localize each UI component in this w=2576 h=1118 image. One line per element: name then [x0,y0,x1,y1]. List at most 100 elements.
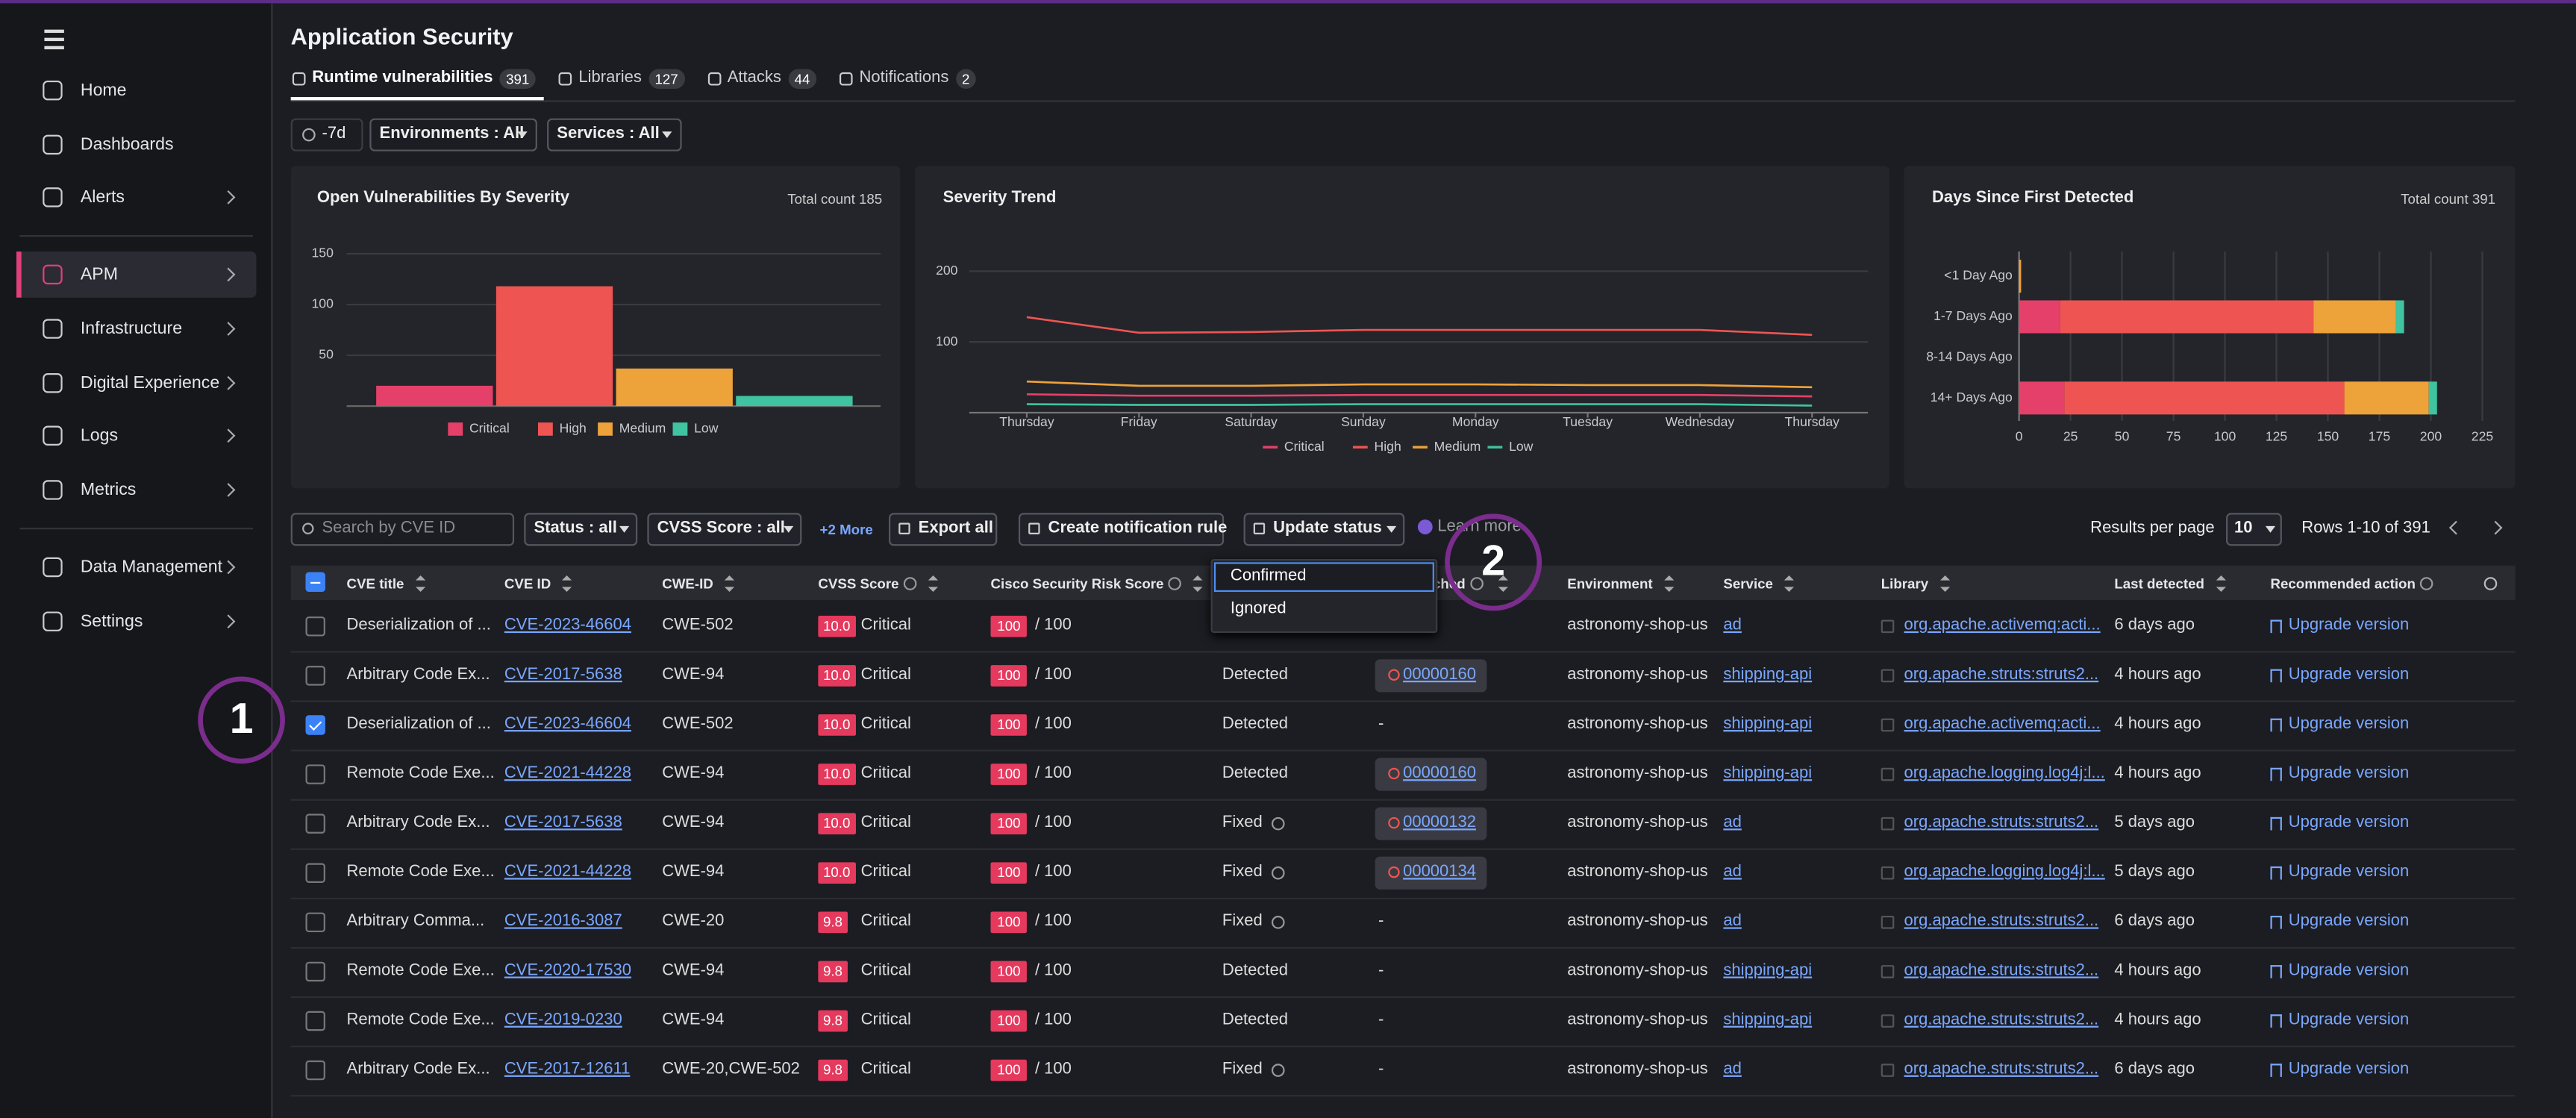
last-detected: 6 days ago [2114,912,2195,931]
library[interactable]: org.apache.logging.log4j:l... [1904,863,2105,881]
cve-id[interactable]: CVE-2023-46604 [504,715,631,734]
nav-item[interactable]: Settings [80,611,143,631]
nav-item[interactable]: APM [80,264,118,285]
service[interactable]: ad [1723,863,1742,881]
filter[interactable] [290,118,363,152]
row-checkbox[interactable] [305,863,325,883]
row-checkbox[interactable] [305,616,325,637]
tab[interactable]: Libraries [578,69,642,87]
recommended-action[interactable]: Upgrade version [2288,616,2410,635]
library-icon [1881,669,1895,683]
filter-button[interactable] [524,513,638,546]
attack[interactable]: 00000160 [1403,764,1477,783]
cve-id[interactable]: CVE-2020-17530 [504,961,631,980]
recommended-action[interactable]: Upgrade version [2288,863,2410,881]
action-button[interactable] [1243,513,1405,546]
recommended-action[interactable]: Upgrade version [2288,813,2410,832]
tab[interactable]: Attacks [727,69,781,87]
menu-icon[interactable] [44,29,64,33]
attack[interactable]: 00000134 [1403,863,1477,881]
dropdown-option-focus[interactable] [1213,562,1434,593]
service[interactable]: shipping-api [1723,961,1813,980]
library[interactable]: org.apache.activemq:acti... [1904,616,2101,635]
tab[interactable]: Notifications [859,69,949,87]
service[interactable]: ad [1723,912,1742,931]
action-button[interactable] [1018,513,1225,546]
row-checkbox[interactable] [305,764,325,784]
nav-item[interactable]: Logs [80,425,119,446]
nav-item[interactable]: Digital Experience [80,373,220,393]
dropdown-option[interactable]: Ignored [1230,600,1287,619]
service[interactable]: shipping-api [1723,764,1813,783]
tab[interactable]: Runtime vulnerabilities [312,69,493,87]
nav-item[interactable]: Alerts [80,187,125,207]
cwe-id: CWE-20,CWE-502 [662,1060,800,1079]
cve-id[interactable]: CVE-2019-0230 [504,1011,622,1030]
sort-icon [928,575,939,581]
nav-item[interactable]: Data Management [80,557,223,578]
y-tick-label: 8-14 Days Ago [1926,349,2013,364]
row-checkbox[interactable] [305,813,325,834]
filter-button[interactable] [647,513,802,546]
button-label: Create notification rule [1048,519,1228,538]
environment: astronomy-shop-us [1567,961,1708,980]
nav-item[interactable]: Infrastructure [80,319,183,339]
recommended-action[interactable]: Upgrade version [2288,961,2410,980]
recommended-action[interactable]: Upgrade version [2288,1011,2410,1030]
recommended-action[interactable]: Upgrade version [2288,715,2410,734]
library[interactable]: org.apache.activemq:acti... [1904,715,2101,734]
cve-id[interactable]: CVE-2016-3087 [504,912,622,931]
cve-id[interactable]: CVE-2021-44228 [504,764,631,783]
library[interactable]: org.apache.struts:struts2... [1904,813,2099,832]
cve-title: Arbitrary Code Ex... [346,813,490,832]
cve-id[interactable]: CVE-2017-5638 [504,666,622,684]
library[interactable]: org.apache.struts:struts2... [1904,912,2099,931]
library[interactable]: org.apache.logging.log4j:l... [1904,764,2105,783]
filter[interactable] [369,118,537,152]
service[interactable]: ad [1723,616,1742,635]
row-checkbox[interactable] [305,961,325,982]
library[interactable]: org.apache.struts:struts2... [1904,666,2099,684]
search-input[interactable] [290,513,515,546]
service[interactable]: shipping-api [1723,715,1813,734]
cve-title: Deserialization of ... [346,616,491,635]
row-checkbox[interactable] [305,1011,325,1031]
recommended-action[interactable]: Upgrade version [2288,666,2410,684]
library[interactable]: org.apache.struts:struts2... [1904,1011,2099,1030]
risk-max: / 100 [1034,813,1072,832]
nav-item[interactable]: Home [80,80,127,101]
settings-icon[interactable] [2483,577,2498,590]
cve-id[interactable]: CVE-2021-44228 [504,863,631,881]
attack[interactable]: 00000132 [1403,813,1477,832]
recommended-action[interactable]: Upgrade version [2288,912,2410,931]
filter[interactable] [547,118,682,152]
attack[interactable]: 00000160 [1403,666,1477,684]
chart-title: Open Vulnerabilities By Severity [316,189,569,207]
recommended-action[interactable]: Upgrade version [2288,1060,2410,1079]
nav-item[interactable]: Metrics [80,480,137,500]
environment: astronomy-shop-us [1567,764,1708,783]
menu-icon[interactable] [44,46,64,49]
more-filters[interactable]: +2 More [819,521,873,538]
service[interactable]: ad [1723,1060,1742,1079]
sort-icon [415,575,426,581]
nav-item[interactable]: Dashboards [80,134,174,155]
service[interactable]: shipping-api [1723,666,1813,684]
service[interactable]: ad [1723,813,1742,832]
library[interactable]: org.apache.struts:struts2... [1904,1060,2099,1079]
library[interactable]: org.apache.struts:struts2... [1904,961,2099,980]
recommended-action[interactable]: Upgrade version [2288,764,2410,783]
row-checkbox[interactable] [305,666,325,686]
cve-id[interactable]: CVE-2017-12611 [504,1060,631,1079]
row-checkbox[interactable] [305,912,325,933]
row-checkbox[interactable] [305,715,325,735]
cve-id[interactable]: CVE-2017-5638 [504,813,622,832]
service[interactable]: shipping-api [1723,1011,1813,1030]
menu-icon[interactable] [44,37,64,41]
action-button[interactable] [889,513,998,546]
risk-score: 100 [990,911,1028,934]
cve-id[interactable]: CVE-2023-46604 [504,616,631,635]
dropdown-option[interactable]: Confirmed [1230,567,1307,586]
row-checkbox[interactable] [305,1060,325,1081]
